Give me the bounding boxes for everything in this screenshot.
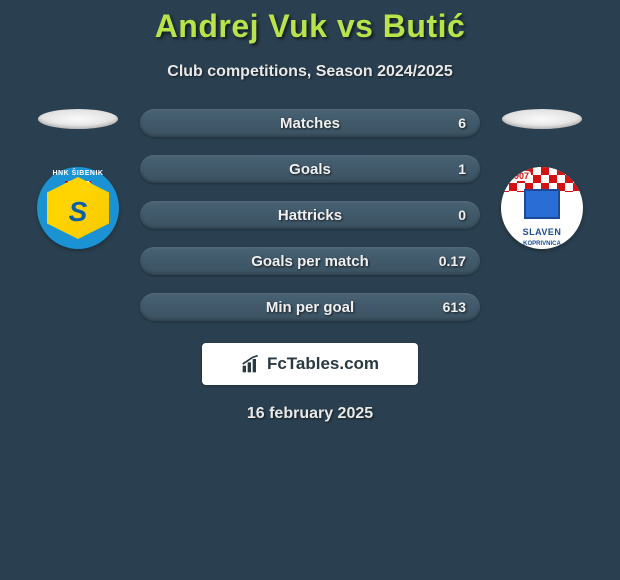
stat-label: Goals per match — [251, 253, 369, 270]
main-row: HNK ŠIBENIK S Matches 6 Goals 1 Hattrick… — [0, 109, 620, 321]
date-text: 16 february 2025 — [247, 405, 373, 423]
brand-attribution[interactable]: FcTables.com — [202, 343, 418, 385]
root: Andrej Vuk vs Butić Club competitions, S… — [0, 0, 620, 423]
stat-label: Min per goal — [266, 299, 354, 316]
badge-right-year: 1907 — [507, 171, 531, 181]
stat-value-right: 613 — [443, 299, 466, 315]
stat-label: Hattricks — [278, 207, 342, 224]
brand-text: FcTables.com — [267, 354, 379, 374]
right-player-col: 1907 SLAVEN KOPRIVNICA — [492, 109, 592, 249]
badge-right-sublabel: KOPRIVNICA — [523, 241, 561, 247]
stat-value-right: 0.17 — [439, 253, 466, 269]
chart-icon — [241, 354, 261, 374]
stat-row-matches: Matches 6 — [140, 109, 480, 137]
left-player-col: HNK ŠIBENIK S — [28, 109, 128, 249]
club-badge-right[interactable]: 1907 SLAVEN KOPRIVNICA — [501, 167, 583, 249]
badge-right-emblem — [524, 189, 560, 219]
badge-left-text: HNK ŠIBENIK — [52, 170, 103, 177]
subtitle: Club competitions, Season 2024/2025 — [167, 63, 452, 81]
stat-row-goals-per-match: Goals per match 0.17 — [140, 247, 480, 275]
player-avatar-placeholder-left — [38, 109, 118, 129]
stat-value-right: 0 — [458, 207, 466, 223]
stats-column: Matches 6 Goals 1 Hattricks 0 Goals per … — [140, 109, 480, 321]
stat-label: Goals — [289, 161, 331, 178]
badge-left-letter: S — [69, 196, 88, 228]
page-title: Andrej Vuk vs Butić — [155, 8, 466, 45]
stat-value-right: 1 — [458, 161, 466, 177]
stat-row-hattricks: Hattricks 0 — [140, 201, 480, 229]
stat-row-min-per-goal: Min per goal 613 — [140, 293, 480, 321]
badge-left-shield: S — [47, 177, 109, 239]
stat-row-goals: Goals 1 — [140, 155, 480, 183]
player-avatar-placeholder-right — [502, 109, 582, 129]
stat-value-right: 6 — [458, 115, 466, 131]
stat-label: Matches — [280, 115, 340, 132]
club-badge-left[interactable]: HNK ŠIBENIK S — [37, 167, 119, 249]
badge-right-label: SLAVEN — [523, 227, 562, 237]
